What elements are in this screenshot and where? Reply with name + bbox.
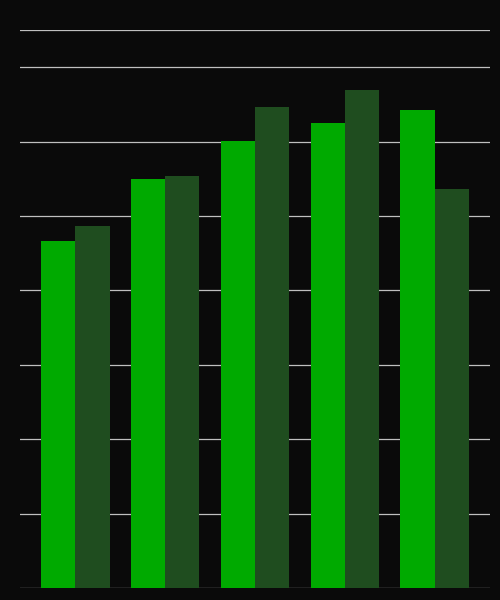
Bar	[434, 189, 468, 588]
Bar	[165, 176, 200, 588]
Bar	[221, 141, 255, 588]
Bar	[310, 123, 345, 588]
Bar	[42, 241, 76, 588]
Bar	[400, 110, 434, 588]
Bar	[76, 226, 110, 588]
Bar	[131, 179, 165, 588]
Bar	[255, 107, 289, 588]
Bar	[345, 90, 379, 588]
